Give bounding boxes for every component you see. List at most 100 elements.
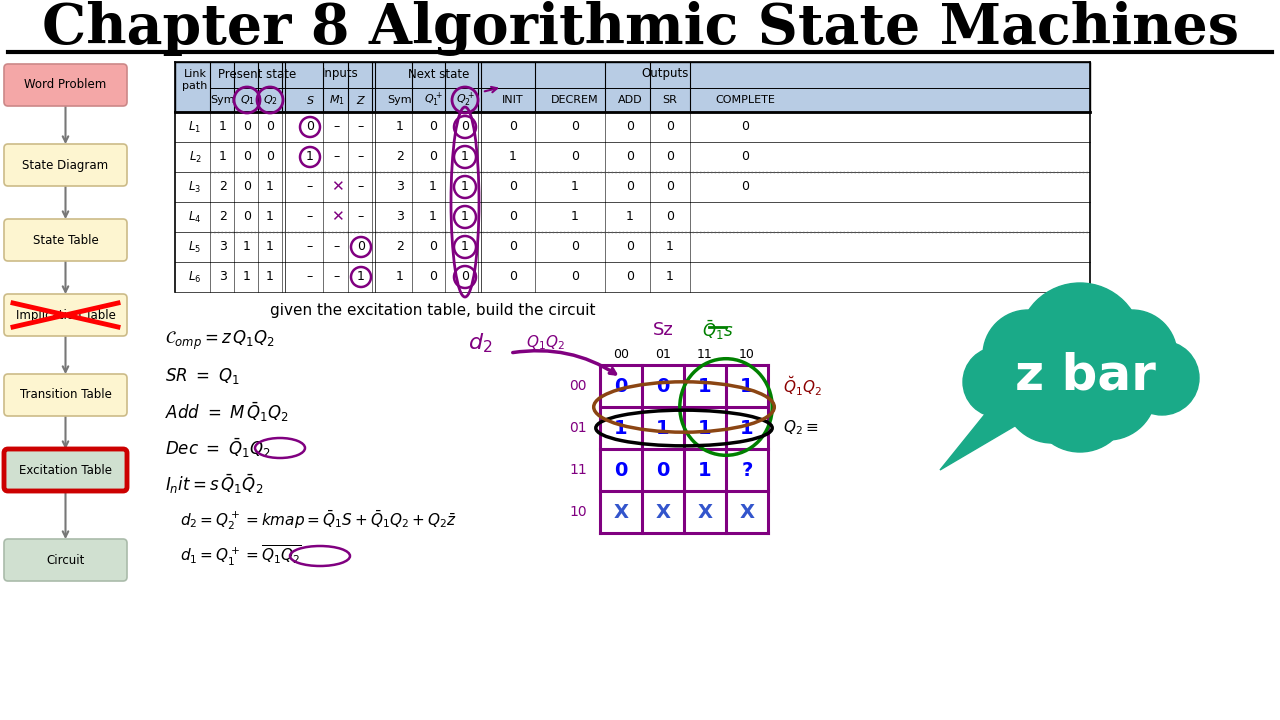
Text: DECREM: DECREM — [552, 95, 599, 105]
Text: Sz: Sz — [653, 321, 673, 339]
Text: 0: 0 — [571, 271, 579, 284]
Text: 1: 1 — [461, 150, 468, 163]
Text: 1: 1 — [461, 210, 468, 223]
Text: $\mathit{Add}\ =\ M\,\bar{Q}_1 Q_2$: $\mathit{Add}\ =\ M\,\bar{Q}_1 Q_2$ — [165, 400, 289, 424]
Text: Circuit: Circuit — [46, 554, 84, 567]
Text: 0: 0 — [666, 120, 675, 133]
Text: $S$: $S$ — [306, 94, 315, 106]
Circle shape — [1087, 310, 1178, 400]
FancyBboxPatch shape — [4, 64, 127, 106]
Text: $Q_2^+$: $Q_2^+$ — [456, 91, 475, 109]
Text: 1: 1 — [219, 120, 227, 133]
Text: $Q_2$: $Q_2$ — [262, 93, 278, 107]
Text: 0: 0 — [666, 150, 675, 163]
Text: Excitation Table: Excitation Table — [19, 464, 113, 477]
Text: 1: 1 — [396, 271, 404, 284]
Circle shape — [1125, 341, 1199, 415]
Text: 1: 1 — [571, 181, 579, 194]
Text: Chapter 8 Algorithmic State Machines: Chapter 8 Algorithmic State Machines — [41, 1, 1239, 55]
Text: 0: 0 — [741, 120, 749, 133]
Text: –: – — [358, 150, 364, 163]
Text: Present state: Present state — [218, 68, 296, 81]
Circle shape — [1018, 283, 1142, 407]
Text: 0: 0 — [243, 150, 251, 163]
Text: 1: 1 — [266, 210, 274, 223]
Circle shape — [1060, 344, 1156, 440]
Text: 0: 0 — [741, 150, 749, 163]
Text: $L_2$: $L_2$ — [188, 150, 201, 165]
Text: $Q_2 \equiv$: $Q_2 \equiv$ — [783, 418, 818, 437]
Text: –: – — [334, 150, 340, 163]
Text: 0: 0 — [657, 377, 669, 395]
Text: INIT: INIT — [502, 95, 524, 105]
Text: 1: 1 — [219, 150, 227, 163]
Text: 0: 0 — [357, 240, 365, 253]
Circle shape — [1004, 347, 1100, 443]
Text: 0: 0 — [509, 271, 517, 284]
Text: –: – — [334, 240, 340, 253]
Text: 1: 1 — [243, 240, 251, 253]
Text: $Q_1Q_2$: $Q_1Q_2$ — [526, 333, 564, 351]
Text: 2: 2 — [396, 240, 404, 253]
Text: Inputs: Inputs — [321, 68, 358, 81]
Text: 0: 0 — [509, 240, 517, 253]
Text: Transition Table: Transition Table — [19, 389, 111, 402]
Text: –: – — [358, 120, 364, 133]
Text: ✕: ✕ — [330, 210, 343, 225]
Text: 11: 11 — [698, 348, 713, 361]
Text: 1: 1 — [657, 418, 669, 438]
Text: 0: 0 — [614, 461, 627, 480]
Text: 1: 1 — [698, 377, 712, 395]
Text: 1: 1 — [266, 181, 274, 194]
Text: 0: 0 — [266, 150, 274, 163]
Text: Link: Link — [183, 69, 206, 79]
Text: $M_1$: $M_1$ — [329, 93, 344, 107]
Text: 1: 1 — [306, 150, 314, 163]
Text: 1: 1 — [509, 150, 517, 163]
Text: –: – — [334, 120, 340, 133]
Text: 0: 0 — [429, 271, 436, 284]
Text: 1: 1 — [266, 271, 274, 284]
Text: State Table: State Table — [32, 233, 99, 246]
Text: 1: 1 — [429, 210, 436, 223]
Text: X: X — [655, 503, 671, 521]
FancyBboxPatch shape — [4, 449, 127, 491]
Text: $L_1$: $L_1$ — [188, 120, 201, 135]
Text: Sym: Sym — [211, 95, 236, 105]
Text: 0: 0 — [429, 120, 436, 133]
Text: $d_2$: $d_2$ — [467, 331, 493, 355]
Text: 0: 0 — [429, 150, 436, 163]
Text: 2: 2 — [219, 210, 227, 223]
Text: $\mathit{SR}\ =\ Q_1$: $\mathit{SR}\ =\ Q_1$ — [165, 366, 239, 386]
Text: 0: 0 — [509, 210, 517, 223]
Text: path: path — [182, 81, 207, 91]
Text: $L_4$: $L_4$ — [188, 210, 202, 225]
Text: –: – — [307, 240, 314, 253]
Text: 00: 00 — [570, 379, 586, 393]
FancyBboxPatch shape — [4, 294, 127, 336]
Text: State Diagram: State Diagram — [23, 158, 109, 171]
Text: 0: 0 — [666, 210, 675, 223]
Text: 0: 0 — [614, 377, 627, 395]
Text: 1: 1 — [698, 461, 712, 480]
Text: $Q_1^+$: $Q_1^+$ — [424, 91, 443, 109]
Text: 1: 1 — [243, 271, 251, 284]
Text: $\mathcal{C}_{omp} = z\,Q_1 Q_2$: $\mathcal{C}_{omp} = z\,Q_1 Q_2$ — [165, 328, 275, 351]
Text: 1: 1 — [740, 377, 754, 395]
Text: X: X — [698, 503, 713, 521]
Text: z bar: z bar — [1015, 351, 1156, 399]
Text: SR: SR — [663, 95, 677, 105]
Text: 0: 0 — [509, 120, 517, 133]
Text: Word Problem: Word Problem — [24, 78, 106, 91]
Polygon shape — [940, 408, 1025, 470]
Circle shape — [983, 310, 1073, 400]
Text: 2: 2 — [396, 150, 404, 163]
Text: 1: 1 — [266, 240, 274, 253]
Text: 1: 1 — [626, 210, 634, 223]
Text: 0: 0 — [626, 240, 634, 253]
Text: $L_5$: $L_5$ — [188, 240, 201, 255]
Text: 1: 1 — [666, 240, 675, 253]
Text: ?: ? — [741, 461, 753, 480]
Text: X: X — [613, 503, 628, 521]
Text: 0: 0 — [571, 120, 579, 133]
